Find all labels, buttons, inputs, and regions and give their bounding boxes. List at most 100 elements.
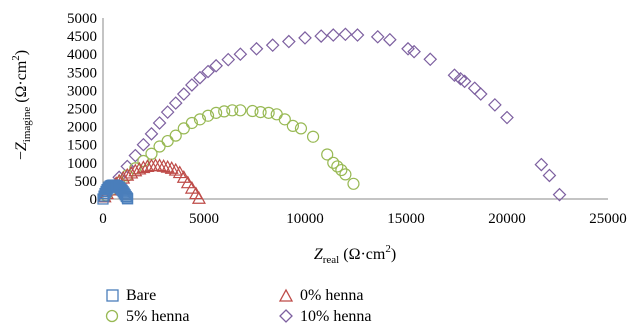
y-tick-label: 500 [75, 174, 98, 190]
legend-marker-5pct-henna [105, 309, 119, 323]
data-point [453, 71, 468, 86]
data-point [144, 126, 159, 141]
y-axis-prefix: − [13, 151, 30, 160]
y-tick-label: 0 [90, 192, 98, 208]
y-tick-label: 4000 [67, 47, 97, 63]
y-axis-subscript: imagine [21, 107, 33, 143]
y-tick-labels: 0 500 1000 1500 2000 2500 3000 3500 4000 4500 5000 [67, 11, 97, 208]
data-point [218, 105, 231, 118]
legend-label-10pct-henna: 10% henna [300, 308, 372, 325]
data-point [488, 98, 502, 112]
data-point [338, 27, 353, 42]
legend: Bare 0% henna 5% henna 10% henna [105, 287, 372, 325]
x-tick-label: 0 [99, 211, 107, 227]
data-point [176, 170, 191, 183]
y-tick-label: 3500 [67, 65, 97, 81]
data-point [209, 58, 223, 73]
x-axis-unit: (Ω·cm [343, 246, 386, 263]
data-point [270, 108, 283, 121]
data-point [370, 29, 385, 44]
data-point [136, 137, 151, 152]
data-point [185, 116, 198, 130]
y-axis-superscript: 2 [10, 55, 22, 61]
data-point [542, 168, 557, 183]
legend-label-bare: Bare [126, 287, 156, 304]
data-point [221, 52, 236, 67]
legend-marker-bare [106, 289, 119, 302]
x-tick-label: 10000 [286, 211, 324, 227]
y-axis-title: −Zimagine (Ω·cm2) [10, 50, 33, 160]
data-point [286, 119, 299, 132]
y-tick-label: 5000 [67, 11, 97, 27]
data-point [176, 87, 191, 101]
data-point [423, 52, 438, 67]
data-point [473, 87, 488, 101]
data-point [201, 64, 215, 79]
data-point [281, 34, 296, 49]
data-point [161, 134, 174, 148]
data-point [233, 47, 248, 62]
y-tick-label: 1000 [67, 156, 97, 172]
y-tick-label: 4500 [67, 29, 97, 45]
data-point [265, 38, 280, 52]
data-point [210, 106, 223, 119]
y-tick-label: 3000 [67, 83, 97, 99]
data-point [552, 187, 567, 202]
x-axis-superscript: 2 [385, 243, 391, 255]
data-point [306, 130, 320, 143]
data-point [177, 122, 190, 135]
data-point [534, 157, 549, 172]
data-point [128, 148, 143, 163]
x-axis-title: Zreal (Ω·cm2) [314, 243, 396, 266]
x-tick-label: 20000 [488, 211, 526, 227]
data-point [152, 158, 167, 172]
y-axis-close: ) [13, 50, 30, 55]
x-tick-label: 15000 [387, 211, 425, 227]
series-10pct-henna [104, 27, 567, 202]
x-tick-label: 25000 [589, 211, 627, 227]
data-point [184, 180, 199, 194]
data-point [137, 154, 150, 168]
data-point [185, 78, 199, 92]
y-tick-label: 2000 [67, 120, 97, 136]
legend-marker-10pct-henna [279, 309, 293, 323]
data-point [226, 104, 239, 117]
legend-label-0pct-henna: 0% henna [300, 287, 364, 304]
y-tick-label: 1500 [67, 138, 97, 154]
data-point [401, 41, 415, 56]
data-point [132, 161, 147, 175]
data-point [457, 74, 472, 89]
data-point [249, 41, 264, 56]
data-point [314, 29, 329, 43]
x-tick-labels: 0 5000 10000 15000 20000 25000 [99, 211, 627, 227]
data-point [119, 189, 131, 201]
data-point [327, 156, 340, 169]
data-point [246, 104, 259, 118]
data-point [160, 105, 175, 119]
legend-item-5pct-henna: 5% henna [105, 308, 190, 325]
x-axis-close: ) [391, 246, 396, 263]
data-point [191, 191, 206, 204]
x-axis-symbol: Z [314, 246, 324, 263]
x-tick-label: 5000 [189, 211, 219, 227]
legend-label-5pct-henna: 5% henna [126, 308, 190, 325]
data-point [234, 104, 247, 117]
data-point [347, 177, 360, 190]
data-point [122, 193, 134, 205]
data-point [407, 44, 421, 59]
data-point [136, 160, 151, 174]
data-point [500, 110, 514, 125]
series-markers [97, 27, 567, 205]
data-point [168, 96, 183, 110]
data-point [447, 68, 462, 83]
data-point [298, 31, 312, 45]
data-point [153, 140, 166, 153]
data-point [180, 175, 195, 189]
data-point [160, 159, 175, 173]
data-point [254, 106, 267, 119]
data-point [467, 81, 482, 96]
data-point [164, 160, 179, 174]
data-point [140, 159, 155, 173]
data-point [331, 160, 344, 173]
legend-item-0pct-henna: 0% henna [278, 287, 364, 304]
